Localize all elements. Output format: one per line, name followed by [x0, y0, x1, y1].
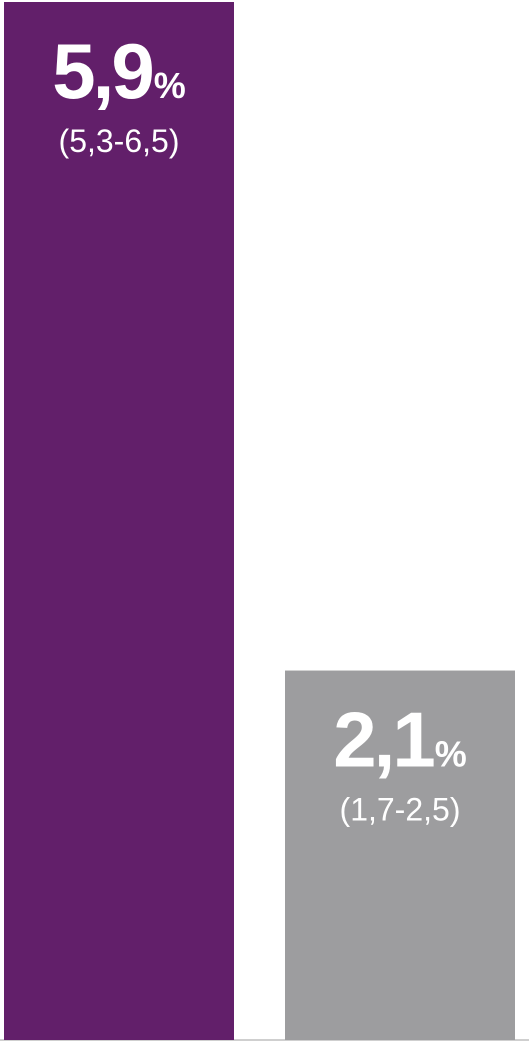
value-unit-1: % — [154, 65, 186, 106]
bar-2 — [285, 670, 515, 1040]
value-unit-2: % — [435, 734, 467, 775]
ci-label-2: (1,7-2,5) — [340, 792, 461, 828]
ci-label-1: (5,3-6,5) — [59, 123, 180, 159]
value-number-2: 2,1 — [333, 696, 434, 784]
value-label-2: 2,1% — [333, 696, 466, 784]
value-label-1: 5,9% — [52, 27, 185, 115]
value-number-1: 5,9 — [52, 27, 152, 115]
bar-1 — [4, 2, 234, 1040]
